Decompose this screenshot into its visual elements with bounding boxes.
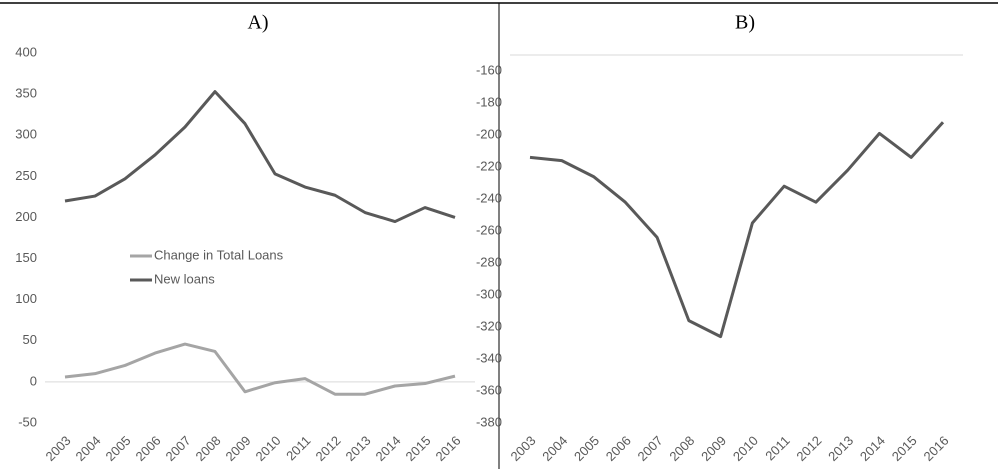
- panel-title: B): [735, 12, 755, 34]
- y-tick-label: -200: [476, 126, 502, 141]
- y-tick-label: -380: [476, 414, 502, 429]
- x-tick-label: 2004: [72, 433, 103, 464]
- x-tick-label: 2003: [42, 433, 73, 464]
- y-tick-label: 100: [15, 291, 37, 306]
- x-tick-label: 2007: [162, 433, 193, 464]
- x-tick-label: 2003: [507, 433, 538, 464]
- x-tick-label: 2016: [432, 433, 463, 464]
- x-tick-label: 2008: [192, 433, 223, 464]
- x-tick-label: 2005: [571, 433, 602, 464]
- line-series: [64, 342, 456, 396]
- y-tick-label: 350: [15, 86, 37, 101]
- y-tick-label: -50: [18, 414, 37, 429]
- x-tick-label: 2014: [372, 433, 403, 464]
- y-tick-label: -340: [476, 350, 502, 365]
- y-tick-label: -180: [476, 94, 502, 109]
- x-tick-label: 2016: [920, 433, 951, 464]
- x-tick-label: 2006: [132, 433, 163, 464]
- y-tick-label: -160: [476, 62, 502, 77]
- y-tick-label: 50: [23, 332, 37, 347]
- y-tick-label: 0: [30, 373, 37, 388]
- x-tick-label: 2015: [402, 433, 433, 464]
- y-tick-label: -260: [476, 222, 502, 237]
- x-tick-label: 2008: [666, 433, 697, 464]
- x-tick-label: 2012: [793, 433, 824, 464]
- line-series: [64, 90, 456, 224]
- x-tick-label: 2011: [762, 433, 792, 463]
- x-tick-label: 2013: [825, 433, 856, 464]
- y-tick-label: -360: [476, 382, 502, 397]
- y-tick-label: -280: [476, 254, 502, 269]
- y-tick-label: -240: [476, 190, 502, 205]
- x-tick-label: 2015: [889, 433, 920, 464]
- x-tick-label: 2014: [857, 433, 888, 464]
- y-tick-label: -300: [476, 286, 502, 301]
- panel-title: A): [247, 12, 268, 34]
- legend-label: New loans: [154, 271, 215, 286]
- x-tick-label: 2010: [252, 433, 283, 464]
- y-tick-label: 150: [15, 250, 37, 265]
- y-tick-label: 400: [15, 44, 37, 59]
- x-tick-label: 2004: [539, 433, 570, 464]
- line-series: [529, 121, 945, 339]
- x-tick-label: 2011: [283, 433, 313, 463]
- x-tick-label: 2010: [730, 433, 761, 464]
- x-tick-label: 2005: [102, 433, 133, 464]
- y-tick-label: 300: [15, 127, 37, 142]
- x-tick-label: 2007: [635, 433, 666, 464]
- x-tick-label: 2009: [698, 433, 729, 464]
- y-tick-label: 250: [15, 168, 37, 183]
- legend-label: Change in Total Loans: [154, 247, 284, 262]
- x-tick-label: 2013: [342, 433, 373, 464]
- y-tick-label: -320: [476, 318, 502, 333]
- y-tick-label: 200: [15, 209, 37, 224]
- x-tick-label: 2012: [312, 433, 343, 464]
- y-tick-label: -220: [476, 158, 502, 173]
- x-tick-label: 2009: [222, 433, 253, 464]
- x-tick-label: 2006: [603, 433, 634, 464]
